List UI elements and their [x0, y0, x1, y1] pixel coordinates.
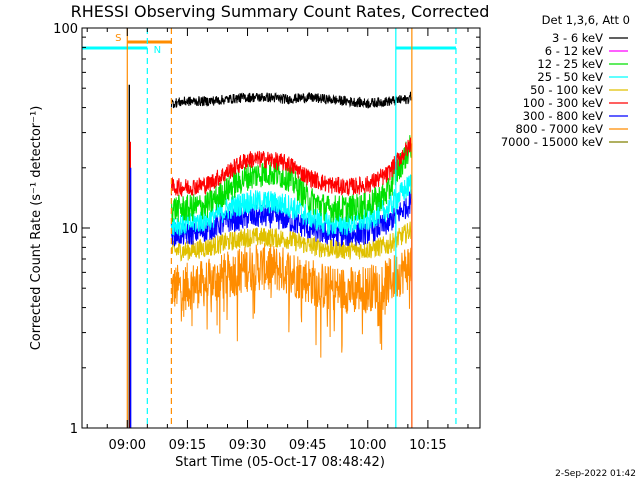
plot-area: S N 1 10 100 09:00 09:15 09:30 09:45 10:00 10:15: [53, 22, 481, 453]
x-tick-label: 09:30: [229, 438, 266, 453]
legend-label: 7000 - 15000 keV: [501, 135, 603, 149]
x-tick-label: 10:00: [349, 438, 386, 453]
saa-bar-label: S: [115, 33, 121, 44]
x-tick-label: 09:00: [109, 438, 146, 453]
series-line-800-7000-kev: [170, 238, 413, 358]
legend-label: 300 - 800 keV: [523, 109, 603, 123]
x-tick-label: 09:15: [169, 438, 206, 453]
legend-label: 3 - 6 keV: [552, 31, 603, 45]
datestamp: 2-Sep-2022 01:42: [555, 469, 636, 479]
series-line-3-6-kev: [170, 91, 413, 109]
y-axis-label: Corrected Count Rate (s⁻¹ detector⁻¹): [29, 106, 44, 351]
series-line-300-800-kev: [170, 189, 413, 247]
x-tick-label: 09:45: [289, 438, 326, 453]
y-tick-label: 1: [70, 422, 78, 437]
x-axis-label: Start Time (05-Oct-17 08:48:42): [175, 455, 385, 470]
legend-label: 100 - 300 keV: [523, 96, 603, 110]
series-line-100-300-kev: [170, 137, 413, 198]
night-bar-label: N: [154, 45, 161, 56]
plot-frame: [81, 27, 481, 429]
legend-label: 800 - 7000 keV: [515, 122, 603, 136]
legend-label: 50 - 100 keV: [530, 83, 603, 97]
legend-label: 6 - 12 keV: [545, 44, 603, 58]
series-line-50-100-kev: [170, 221, 413, 262]
legend-label: 12 - 25 keV: [537, 57, 603, 71]
legend-header: Det 1,3,6, Att 0: [542, 13, 630, 27]
chart-title: RHESSI Observing Summary Count Rates, Co…: [71, 2, 490, 21]
y-tick-label: 100: [53, 22, 78, 37]
legend-label: 25 - 50 keV: [537, 70, 603, 84]
y-tick-label: 10: [61, 222, 78, 237]
x-tick-label: 10:15: [409, 438, 446, 453]
